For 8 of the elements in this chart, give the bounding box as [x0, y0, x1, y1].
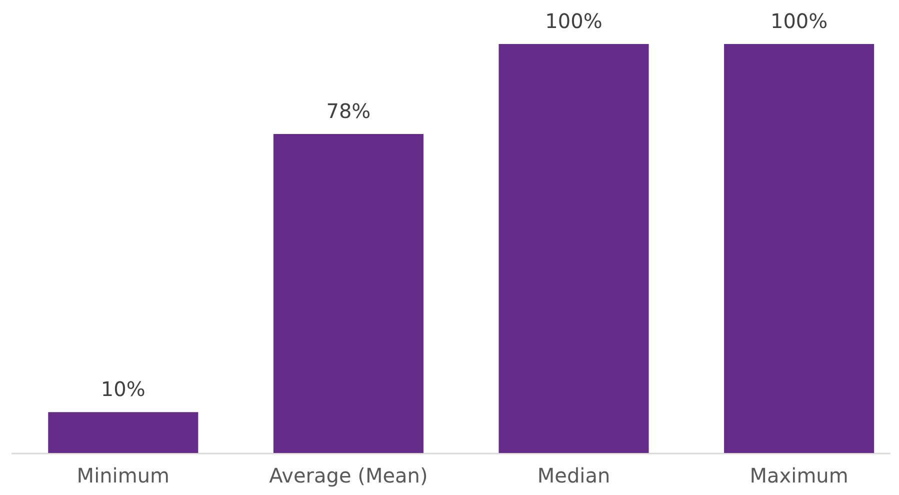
x-tick-label: Minimum [76, 464, 170, 488]
data-label: 78% [326, 98, 371, 123]
data-label: 100% [545, 9, 602, 33]
data-label: 100% [770, 9, 828, 33]
x-tick-label: Median [537, 464, 610, 488]
x-tick-label: Maximum [750, 464, 848, 488]
x-tick-label: Average (Mean) [269, 464, 428, 488]
data-label: 10% [100, 377, 146, 402]
